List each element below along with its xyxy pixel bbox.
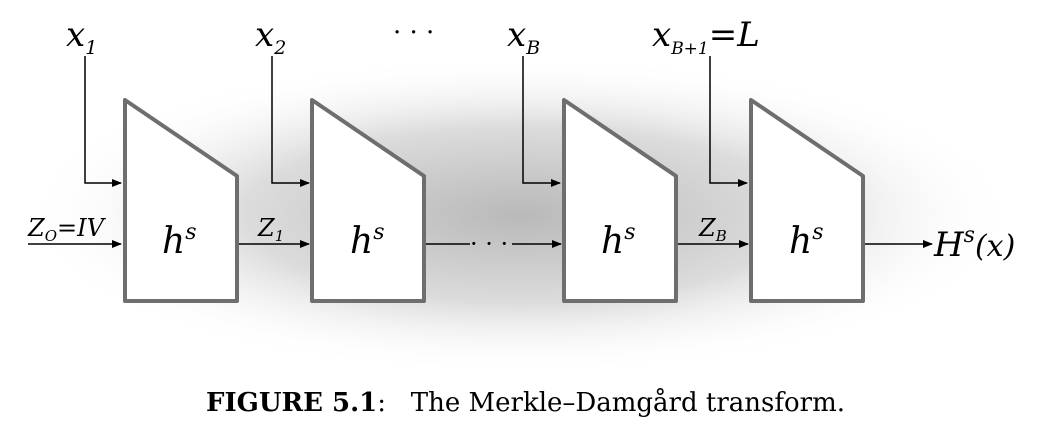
chain-ellipsis: · · ·	[470, 230, 508, 258]
chain-z0-label: ZO=IV	[27, 214, 107, 245]
input-xB1-label: xB+1=L	[652, 15, 760, 59]
input-x2-label: x2	[255, 15, 286, 59]
input-ellipsis: · · ·	[393, 18, 434, 48]
input-x2-wire	[271, 56, 310, 187]
input-xB1-wire	[709, 56, 748, 187]
compression-block-1: hs	[123, 98, 239, 303]
block-1-label: hs	[162, 220, 196, 262]
compression-block-B: hs	[562, 98, 678, 303]
compression-block-2: hs	[310, 98, 426, 303]
block-B1-label: hs	[789, 220, 823, 262]
caption-text: The Merkle–Damgård transform.	[410, 388, 845, 418]
chain-zB-label: ZB	[698, 214, 727, 245]
block-B-label: hs	[601, 220, 635, 262]
output-label: Hs(x)	[933, 223, 1015, 265]
caption-label: FIGURE 5.1	[206, 388, 378, 418]
figure-caption: FIGURE 5.1: The Merkle–Damgård transform…	[0, 388, 1051, 418]
compression-block-B1: hs	[749, 98, 865, 303]
caption-colon: :	[377, 388, 386, 418]
input-xB-wire	[522, 56, 561, 187]
chain-z1-label: Z1	[257, 214, 284, 245]
block-2-label: hs	[350, 220, 384, 262]
input-xB-label: xB	[507, 15, 540, 59]
input-x1-wire	[84, 56, 122, 187]
input-x1-label: x1	[66, 15, 97, 59]
